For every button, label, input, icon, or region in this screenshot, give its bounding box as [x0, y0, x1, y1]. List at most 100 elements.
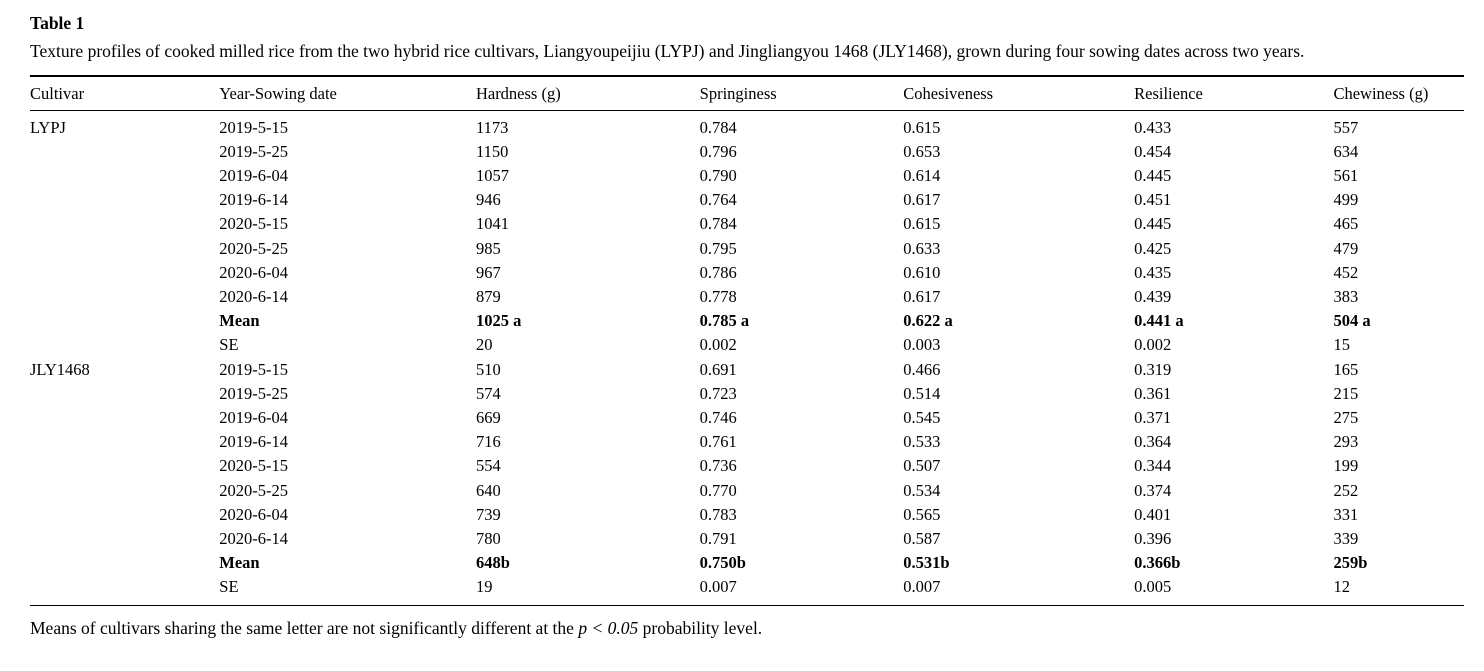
table-cell: 0.615: [903, 214, 941, 234]
table-cell: 2019-5-15: [219, 359, 289, 379]
table-cell: 19: [475, 577, 493, 597]
table-cell: 0.466: [903, 359, 941, 379]
table-row: 2020-6-14 879 0.778 0.617 0.439 383: [30, 285, 1464, 309]
table-cell: 0.784: [699, 117, 737, 137]
table-cell: 0.007: [903, 577, 941, 597]
table-cell: 2020-6-04: [219, 504, 289, 524]
table-cell: 0.364: [1134, 432, 1172, 452]
table-cell: 554: [475, 456, 501, 476]
table-row: 2019-6-04 669 0.746 0.545 0.371 275: [30, 406, 1464, 430]
table-row: 2019-5-25 1150 0.796 0.653 0.454 634: [30, 140, 1464, 164]
table-cell: [30, 164, 219, 188]
table-cell: 0.764: [699, 190, 737, 210]
table-cell: Mean: [219, 311, 260, 331]
column-header-hardness: Hardness (g): [475, 75, 700, 111]
table-cell: 2019-6-04: [219, 165, 289, 185]
table-cell: 2020-5-15: [219, 456, 289, 476]
table-cell: [30, 285, 219, 309]
table-cell: 0.319: [1134, 359, 1172, 379]
table-cell: 479: [1333, 238, 1359, 258]
table-cell: [30, 430, 219, 454]
table-cell: 0.374: [1134, 480, 1172, 500]
table-cell: 2020-5-15: [219, 214, 289, 234]
table-cell: [30, 454, 219, 478]
table-cell: [30, 551, 219, 575]
footnote-text-end: probability level.: [638, 617, 763, 638]
table-cell: 0.761: [699, 432, 737, 452]
table-cell: 0.454: [1134, 141, 1172, 161]
table-cell: 0.786: [699, 262, 737, 282]
table-caption: Texture profiles of cooked milled rice f…: [30, 41, 1305, 61]
table-cell: Mean: [219, 553, 260, 573]
table-cell: 739: [475, 504, 501, 524]
table-cell: 1041: [475, 214, 509, 234]
table-cell: 0.785 a: [699, 311, 750, 331]
texture-profile-table: Cultivar Year-Sowing date Hardness (g) S…: [30, 74, 1464, 606]
table-cell: 0.723: [699, 383, 737, 403]
table-cell: 648b: [475, 553, 510, 573]
table-cell: 2019-6-14: [219, 432, 289, 452]
table-cell: 0.545: [903, 407, 941, 427]
table-cell: 0.784: [699, 214, 737, 234]
table-row: 2020-6-14 780 0.791 0.587 0.396 339: [30, 527, 1464, 551]
table-cell: LYPJ: [30, 117, 66, 137]
table-cell: 1057: [475, 165, 509, 185]
table-cell: 0.534: [903, 480, 941, 500]
table-cell: 0.783: [699, 504, 737, 524]
table-cell: [30, 575, 219, 605]
table-cell: 0.778: [699, 286, 737, 306]
table-row: LYPJ 2019-5-15 1173 0.784 0.615 0.433 557: [30, 110, 1464, 140]
table-cell: 557: [1333, 117, 1359, 137]
table-cell: 985: [475, 238, 501, 258]
table-cell: 499: [1333, 190, 1359, 210]
footnote-significance-term: p < 0.05: [578, 617, 639, 638]
table-cell: [30, 503, 219, 527]
table-cell: 0.791: [699, 528, 737, 548]
column-header-year-sowing-date: Year-Sowing date: [219, 75, 476, 111]
table-cell: 2020-5-25: [219, 480, 289, 500]
table-cell: [30, 261, 219, 285]
table-cell: [30, 406, 219, 430]
footnote-text: Means of cultivars sharing the same lett…: [30, 617, 579, 638]
table-cell: 275: [1333, 407, 1359, 427]
table-row: 2019-5-25 574 0.723 0.514 0.361 215: [30, 382, 1464, 406]
table-cell: 0.617: [903, 286, 941, 306]
table-cell: 0.750b: [699, 553, 746, 573]
table-cell: 504 a: [1333, 311, 1371, 331]
column-header-springiness: Springiness: [699, 75, 904, 111]
table-cell: 2019-6-14: [219, 190, 289, 210]
table-cell: 1025 a: [475, 311, 522, 331]
table-cell: 0.366b: [1134, 553, 1181, 573]
table-cell: 452: [1333, 262, 1359, 282]
table-cell: 199: [1333, 456, 1359, 476]
table-cell: 0.746: [699, 407, 737, 427]
table-cell: 0.435: [1134, 262, 1172, 282]
table-row: 2020-5-15 554 0.736 0.507 0.344 199: [30, 454, 1464, 478]
table-cell: 0.514: [903, 383, 941, 403]
table-body: LYPJ 2019-5-15 1173 0.784 0.615 0.433 557 2019-…: [30, 110, 1464, 605]
table-cell: 879: [475, 286, 501, 306]
table-cell: 0.451: [1134, 190, 1172, 210]
table-cell: [30, 382, 219, 406]
table-cell: 1173: [475, 117, 509, 137]
table-cell: 0.533: [903, 432, 941, 452]
table-cell: 0.736: [699, 456, 737, 476]
table-cell: 252: [1333, 480, 1359, 500]
table-cell: 2020-6-04: [219, 262, 289, 282]
table-cell: 0.007: [699, 577, 737, 597]
table-row: JLY1468 2019-5-15 510 0.691 0.466 0.319 165: [30, 358, 1464, 382]
table-cell: 0.565: [903, 504, 941, 524]
table-cell: [30, 309, 219, 333]
table-cell: [30, 188, 219, 212]
table-cell: 0.441 a: [1134, 311, 1184, 331]
table-cell: [30, 237, 219, 261]
table-row: 2020-6-04 739 0.783 0.565 0.401 331: [30, 503, 1464, 527]
table-cell: SE: [219, 335, 239, 355]
table-cell: 0.439: [1134, 286, 1172, 306]
table-cell: 669: [475, 407, 501, 427]
table-cell: 331: [1333, 504, 1359, 524]
table-cell: 0.445: [1134, 214, 1172, 234]
table-cell: 20: [475, 335, 493, 355]
table-cell: 2019-5-25: [219, 141, 289, 161]
table-cell: 165: [1333, 359, 1359, 379]
